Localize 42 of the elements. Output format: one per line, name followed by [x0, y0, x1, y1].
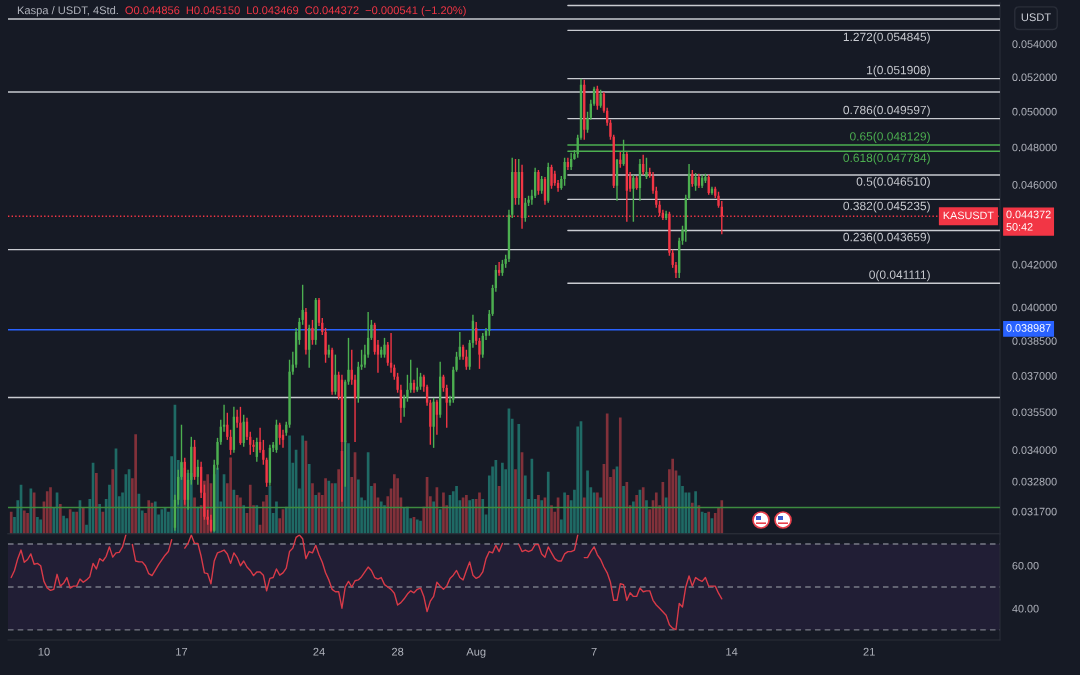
- series-label: 1.272(0.054845): [843, 32, 930, 44]
- y-tick-label: 60.00: [1012, 561, 1039, 570]
- series-label: 1(0.051908): [867, 65, 930, 77]
- y-tick-label: 0.042000: [1012, 260, 1057, 269]
- x-tick-label: 28: [391, 647, 404, 656]
- y-tick-label: 0.050000: [1012, 107, 1057, 116]
- ref-line-label: 0.044372 50:42: [1006, 210, 1051, 231]
- annotation: C0.044372: [305, 6, 359, 15]
- y-tick-label: 40.00: [1012, 604, 1039, 613]
- annotation: −0.000541 (−1.20%): [365, 6, 466, 17]
- annotation: L0.043469: [247, 6, 299, 15]
- y-tick-label: 0.032800: [1012, 477, 1057, 486]
- x-tick-label: 17: [176, 647, 188, 656]
- series-label: 0.65(0.048129): [850, 131, 930, 143]
- y-axis-title: USDT: [1021, 13, 1051, 22]
- annotation: KASUSDT: [943, 211, 994, 220]
- y-tick-label: 0.040000: [1012, 303, 1057, 312]
- chart-title: Kaspa / USDT, 4Std.: [17, 6, 118, 17]
- y-tick-label: 0.031700: [1012, 507, 1057, 516]
- x-tick-label: 24: [313, 647, 325, 656]
- ref-line-label: 0.038987: [1006, 324, 1051, 332]
- x-tick-label: 10: [38, 647, 50, 656]
- y-tick-label: 0.046000: [1012, 181, 1057, 189]
- x-tick-label: 7: [591, 647, 597, 656]
- y-tick-label: 0.038500: [1012, 337, 1057, 345]
- x-tick-label: Aug: [466, 647, 486, 658]
- y-tick-label: 0.035500: [1012, 408, 1057, 417]
- x-tick-label: 21: [863, 647, 875, 656]
- series-label: 0.786(0.049597): [843, 105, 930, 117]
- y-tick-label: 0.048000: [1012, 143, 1057, 152]
- y-tick-label: 0.052000: [1012, 73, 1057, 82]
- annotation: O0.044856: [125, 6, 180, 15]
- series-label: 0.236(0.043659): [843, 232, 930, 244]
- annotation: H0.045150: [186, 6, 240, 15]
- series-label: 0(0.041111): [869, 270, 930, 282]
- series-label: 0.5(0.046510): [856, 176, 930, 189]
- series-label: 0.382(0.045235): [843, 201, 930, 213]
- y-tick-label: 0.054000: [1012, 40, 1057, 48]
- series-label: 0.618(0.047784): [843, 153, 930, 165]
- x-tick-label: 14: [726, 647, 738, 656]
- y-tick-label: 0.034000: [1012, 446, 1057, 454]
- y-tick-label: 0.037000: [1012, 372, 1057, 380]
